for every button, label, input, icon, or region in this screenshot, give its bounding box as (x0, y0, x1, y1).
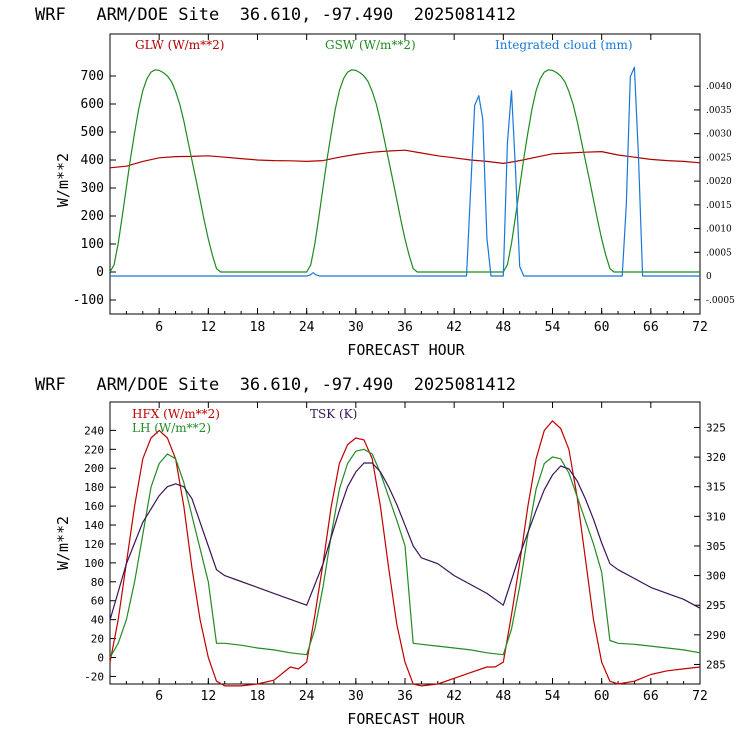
legend-tsk: TSK (K) (310, 407, 357, 421)
x-tick-label: 54 (545, 689, 561, 704)
y2-tick-label: 315 (706, 481, 726, 494)
radiation-cloud-panel: WRF ARM/DOE Site 36.610, -97.490 2025081… (35, 5, 735, 359)
y2-tick-label: 325 (706, 421, 726, 434)
legend-integrated-cloud: Integrated cloud (mm) (495, 38, 633, 52)
x-tick-label: 66 (643, 320, 659, 335)
y-tick-label: 100 (84, 557, 104, 570)
y2-tick-label: 320 (706, 451, 726, 464)
legend-gsw: GSW (W/m**2) (325, 38, 416, 52)
legend-glw: GLW (W/m**2) (135, 38, 224, 52)
y-tick-label: 220 (84, 443, 104, 456)
y-tick-label: 700 (81, 69, 104, 84)
x-tick-label: 54 (545, 320, 561, 335)
y2-tick-label: 285 (706, 658, 726, 671)
y2-tick-label: 310 (706, 510, 726, 523)
y2-tick-label: .0020 (706, 177, 732, 187)
x-tick-label: 36 (397, 320, 413, 335)
y-tick-label: 240 (84, 424, 104, 437)
series-line-gsw (109, 69, 700, 273)
legend-hfx: HFX (W/m**2) (132, 407, 220, 421)
y-tick-label: 160 (84, 500, 104, 513)
y2-tick-label: 0 (706, 272, 712, 282)
y2-tick-label: .0030 (706, 130, 732, 140)
x-tick-label: 72 (692, 320, 708, 335)
y-tick-label: 200 (84, 462, 104, 475)
x-tick-label: 48 (496, 320, 512, 335)
y-tick-label: 300 (81, 181, 104, 196)
x-tick-label: 42 (446, 689, 462, 704)
x-tick-label: 24 (299, 320, 315, 335)
x-tick-label: 6 (155, 320, 163, 335)
y2-tick-label: 295 (706, 599, 726, 612)
y-tick-label: 0 (97, 652, 104, 665)
panel-2-x-axis-label: FORECAST HOUR (347, 710, 465, 728)
y-tick-label: 80 (91, 576, 104, 589)
panel-1-title: WRF ARM/DOE Site 36.610, -97.490 2025081… (35, 5, 516, 25)
y2-tick-label: 290 (706, 629, 726, 642)
legend-lh: LH (W/m**2) (132, 421, 211, 435)
y2-tick-label: .0015 (706, 201, 732, 211)
x-tick-label: 18 (250, 689, 266, 704)
x-tick-label: 30 (348, 320, 364, 335)
x-tick-label: 36 (397, 689, 413, 704)
y2-tick-label: 305 (706, 540, 726, 553)
panel-2-title: WRF ARM/DOE Site 36.610, -97.490 2025081… (35, 375, 516, 395)
y2-tick-label: .0005 (706, 248, 732, 258)
series-line-glw (109, 149, 701, 169)
panel-2-series (109, 420, 701, 687)
y-tick-label: 120 (84, 538, 104, 551)
series-line-tsk (109, 462, 701, 621)
x-tick-label: 60 (594, 689, 610, 704)
x-tick-label: 30 (348, 689, 364, 704)
x-tick-label: 18 (250, 320, 266, 335)
y-tick-label: 0 (96, 265, 104, 280)
x-tick-label: 48 (496, 689, 512, 704)
x-tick-label: 66 (643, 689, 659, 704)
y-tick-label: 600 (81, 97, 104, 112)
series-line-lh (109, 448, 701, 658)
series-line-hfx (109, 420, 701, 687)
panel-2-y-axis-label: W/m**2 (54, 516, 72, 570)
x-tick-label: 72 (692, 689, 708, 704)
y-tick-label: 500 (81, 125, 104, 140)
y-tick-label: -100 (73, 293, 104, 308)
surface-flux-panel: WRF ARM/DOE Site 36.610, -97.490 2025081… (35, 375, 726, 728)
x-tick-label: 12 (201, 320, 217, 335)
y-tick-label: 60 (91, 595, 104, 608)
y2-tick-label: -.0005 (706, 296, 735, 306)
y-tick-label: 140 (84, 519, 104, 532)
panel-1-x-axis-label: FORECAST HOUR (347, 341, 465, 359)
panel-1-y-axis-label: W/m**2 (54, 153, 72, 207)
panel-1-plot-frame (109, 33, 701, 315)
y2-tick-label: 300 (706, 570, 726, 583)
x-tick-label: 6 (155, 689, 163, 704)
y-tick-label: 40 (91, 614, 104, 627)
y-tick-label: 100 (81, 237, 104, 252)
x-tick-label: 42 (446, 320, 462, 335)
y2-tick-label: .0040 (706, 82, 732, 92)
x-tick-label: 12 (201, 689, 217, 704)
y-tick-label: 20 (91, 633, 104, 646)
y-tick-label: 200 (81, 209, 104, 224)
series-line-integrated (110, 66, 700, 277)
panel-1-series (109, 66, 701, 277)
y-tick-label: 180 (84, 481, 104, 494)
y2-tick-label: .0025 (706, 153, 732, 163)
x-tick-label: 60 (594, 320, 610, 335)
y-tick-label: 400 (81, 153, 104, 168)
panel-1-ticks: 6 12 18 24 30 36 42 48 54 60 66 72 -100 0 100 200 300 400… (73, 34, 735, 335)
panel-2-ticks: 6 12 18 24 30 36 42 48 54 60 66 72 -20 0 20 40 60 80 100 12… (84, 402, 726, 704)
y-tick-label: -20 (84, 670, 104, 683)
x-tick-label: 24 (299, 689, 315, 704)
y2-tick-label: .0010 (706, 225, 732, 235)
y2-tick-label: .0035 (706, 106, 732, 116)
